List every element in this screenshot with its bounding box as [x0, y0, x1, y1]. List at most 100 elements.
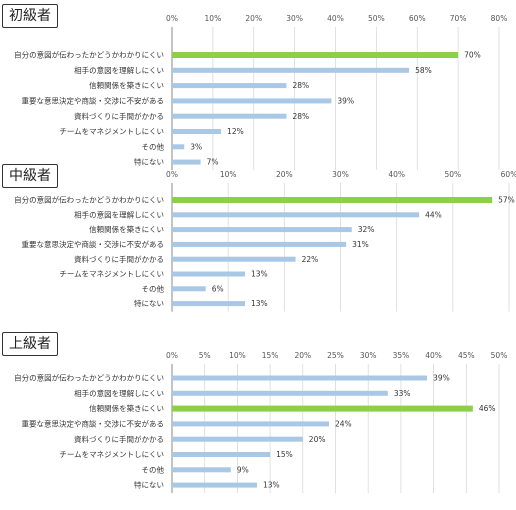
x-tick-label: 5%: [199, 351, 211, 360]
data-label: 39%: [433, 374, 450, 383]
bar-chart-intermediate: 0% 10% 20% 30% 40% 50% 60% 自分の意図が伝わったかどうかわかりにくい…: [14, 170, 516, 312]
chart-title-beginner: 初級者: [2, 4, 58, 28]
data-label: 13%: [263, 481, 280, 490]
category-label: 資料づくりに手間がかかる: [74, 111, 164, 121]
data-label: 39%: [337, 97, 354, 106]
data-label: 57%: [498, 196, 515, 205]
bar: [172, 98, 332, 104]
category-label: 資料づくりに手間がかかる: [74, 434, 164, 444]
category-label: 信頼関係を築きにくい: [89, 224, 164, 234]
x-tick-label: 0%: [166, 351, 178, 360]
x-tick-label: 10%: [205, 14, 222, 23]
data-label: 44%: [425, 210, 442, 219]
bar: [172, 482, 258, 488]
category-label: その他: [142, 141, 165, 151]
data-label: 70%: [464, 51, 481, 60]
x-tick-label: 25%: [327, 351, 344, 360]
x-tick-label: 30%: [360, 351, 377, 360]
bar: [172, 421, 329, 427]
x-tick-label: 0%: [166, 170, 178, 179]
category-label: 信頼関係を築きにくい: [89, 403, 164, 413]
category-label: 資料づくりに手間がかかる: [74, 254, 164, 264]
x-tick-label: 20%: [245, 14, 262, 23]
data-label: 15%: [276, 450, 293, 459]
category-label: 自分の意図が伝わったかどうかわかりにくい: [14, 195, 164, 205]
category-label: 相手の意図を理解しにくい: [74, 388, 164, 398]
category-label: 自分の意図が伝わったかどうかわかりにくい: [14, 373, 164, 383]
bar: [172, 301, 246, 307]
chart-title-advanced: 上級者: [2, 332, 58, 356]
x-tick-label: 80%: [491, 14, 508, 23]
data-label: 6%: [212, 284, 224, 293]
chart-panel-intermediate: 中級者 0% 10% 20% 30% 40% 50% 60% 自分の意図が伝わったかどうかわか…: [0, 164, 516, 324]
x-tick-label: 60%: [409, 14, 426, 23]
x-tick-label: 10%: [220, 170, 237, 179]
category-label: 信頼関係を築きにくい: [89, 80, 164, 90]
category-label: 特にない: [134, 480, 164, 490]
data-label: 28%: [292, 81, 309, 90]
data-label: 46%: [479, 404, 496, 413]
data-label: 31%: [352, 240, 369, 249]
x-tick-label: 60%: [501, 170, 516, 179]
bar: [172, 390, 388, 396]
category-label: 特にない: [134, 157, 164, 167]
bar-chart-beginner: 0% 10% 20% 30% 40% 50% 60% 70% 80% 自分の意図が伝わったかどうか…: [14, 14, 508, 171]
bar: [172, 113, 287, 119]
bar: [172, 197, 493, 203]
data-label: 20%: [309, 435, 326, 444]
category-label: チームをマネジメントしにくい: [59, 270, 164, 279]
bar: [172, 241, 347, 247]
bar: [172, 286, 206, 292]
data-label: 7%: [207, 158, 219, 167]
data-label: 12%: [227, 127, 244, 136]
chart-panel-advanced: 上級者 0% 5% 10% 15% 20% 25% 30% 35% 40% 45% 50% 自分の意図…: [0, 332, 516, 500]
x-tick-label: 30%: [332, 170, 349, 179]
data-label: 3%: [190, 142, 202, 151]
x-tick-label: 35%: [393, 351, 410, 360]
x-tick-label: 15%: [262, 351, 279, 360]
category-label: 相手の意図を理解しにくい: [74, 209, 164, 219]
bar: [172, 452, 271, 457]
category-label: 相手の意図を理解しにくい: [74, 65, 164, 75]
data-label: 13%: [251, 299, 268, 308]
bar: [172, 436, 303, 442]
data-label: 13%: [251, 270, 268, 279]
data-label: 22%: [302, 255, 319, 264]
bar: [172, 227, 352, 233]
bar: [172, 159, 201, 165]
bar: [172, 467, 231, 473]
data-label: 28%: [292, 112, 309, 121]
x-tick-label: 50%: [368, 14, 385, 23]
bar: [172, 52, 459, 58]
bar: [172, 256, 296, 262]
bar: [172, 405, 473, 412]
bar: [172, 67, 410, 73]
data-label: 33%: [394, 389, 411, 398]
x-tick-label: 70%: [450, 14, 467, 23]
data-label: 32%: [358, 225, 375, 234]
category-label: 自分の意図が伝わったかどうかわかりにくい: [14, 50, 164, 60]
x-tick-label: 20%: [276, 170, 293, 179]
category-label: 重要な意思決定や商談・交渉に不安がある: [22, 96, 165, 106]
category-label: 重要な意思決定や商談・交渉に不安がある: [22, 419, 165, 429]
chart-title-intermediate: 中級者: [2, 164, 58, 188]
bar-chart-advanced: 0% 5% 10% 15% 20% 25% 30% 35% 40% 45% 50% 自分の意図が伝わっ…: [14, 351, 508, 494]
x-tick-label: 40%: [388, 170, 405, 179]
category-label: 重要な意思決定や商談・交渉に不安がある: [22, 239, 165, 249]
chart-panel-beginner: 初級者 0% 10% 20% 30% 40% 50% 60% 70% 80% 自分の意図が伝わった…: [0, 4, 516, 171]
x-tick-label: 0%: [166, 14, 178, 23]
category-label: 特にない: [134, 298, 164, 308]
bar: [172, 271, 246, 277]
category-label: チームをマネジメントしにくい: [59, 127, 164, 136]
x-tick-label: 45%: [458, 351, 475, 360]
data-label: 24%: [335, 420, 352, 429]
category-label: チームをマネジメントしにくい: [59, 450, 164, 459]
bar: [172, 212, 420, 218]
x-tick-label: 50%: [491, 351, 508, 360]
bar: [172, 144, 185, 150]
x-tick-label: 50%: [444, 170, 461, 179]
data-label: 58%: [415, 66, 432, 75]
bar: [172, 129, 222, 134]
bar: [172, 375, 428, 381]
x-tick-label: 40%: [327, 14, 344, 23]
